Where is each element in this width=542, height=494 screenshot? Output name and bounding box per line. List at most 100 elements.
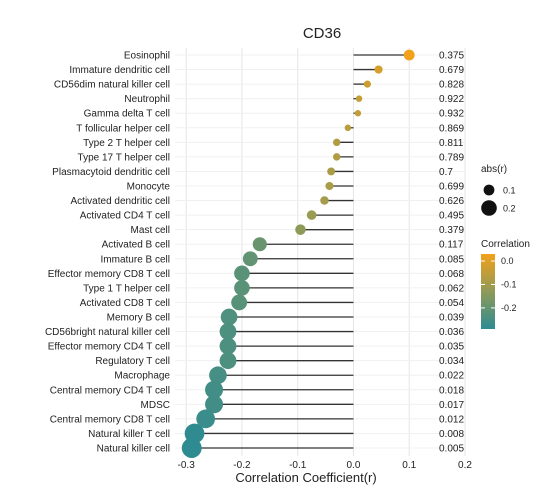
size-legend: abs(r) 0.1 0.2 bbox=[481, 164, 516, 216]
p-value-label: 0.379 bbox=[439, 225, 464, 236]
color-legend-label: 0.0 bbox=[501, 256, 514, 266]
category-label: Monocyte bbox=[127, 182, 171, 193]
p-value-label: 0.005 bbox=[439, 444, 464, 455]
x-tick-label: 0.1 bbox=[402, 460, 416, 471]
lollipop-dot bbox=[234, 280, 250, 296]
color-legend-label: -0.1 bbox=[501, 279, 517, 289]
category-label: Macrophage bbox=[114, 371, 170, 382]
category-label: Gamma delta T cell bbox=[84, 109, 170, 120]
lollipop-dot bbox=[219, 352, 237, 370]
category-label: Effector memory CD4 T cell bbox=[48, 342, 170, 353]
lollipop-dot bbox=[219, 323, 237, 340]
x-tick-label: 0.2 bbox=[458, 460, 472, 471]
p-value-label: 0.789 bbox=[439, 152, 464, 163]
size-legend-label: 0.1 bbox=[503, 186, 516, 196]
category-label: Mast cell bbox=[131, 225, 170, 236]
lollipop-dot bbox=[320, 196, 329, 205]
lollipop-dot bbox=[403, 49, 415, 61]
lollipop-dot bbox=[196, 409, 216, 429]
lollipop-dot bbox=[363, 80, 372, 88]
lollipop-dot bbox=[231, 294, 248, 311]
category-label: Plasmacytoid dendritic cell bbox=[52, 167, 170, 178]
lollipop-dot bbox=[325, 181, 334, 191]
p-value-label: 0.008 bbox=[439, 429, 464, 440]
lollipop-dot bbox=[219, 337, 237, 355]
p-value-label: 0.811 bbox=[439, 138, 464, 149]
p-value-label: 0.068 bbox=[439, 269, 464, 280]
category-label: Activated dendritic cell bbox=[71, 196, 171, 207]
color-legend: Correlation 0.0 -0.1 -0.2 bbox=[481, 239, 530, 329]
p-value-label: 0.828 bbox=[439, 80, 464, 91]
lollipop-dots bbox=[181, 49, 415, 458]
lollipop-dot bbox=[220, 308, 238, 326]
chart-title: CD36 bbox=[303, 25, 341, 42]
lollipop-dot bbox=[327, 167, 336, 176]
lollipop-dot bbox=[306, 210, 317, 220]
category-label: Immature dendritic cell bbox=[69, 65, 170, 76]
p-value-label: 0.085 bbox=[439, 254, 464, 265]
p-value-label: 0.117 bbox=[439, 240, 464, 251]
y-axis-labels: Eosinophil Immature dendritic cell CD56dim… bbox=[45, 51, 170, 455]
category-label: Central memory CD8 T cell bbox=[50, 414, 170, 425]
category-label: Activated CD4 T cell bbox=[80, 211, 170, 222]
color-legend-title: Correlation bbox=[481, 239, 530, 250]
lollipop-dot bbox=[252, 237, 267, 252]
category-label: Type 17 T helper cell bbox=[78, 152, 170, 163]
category-label: Natural killer cell bbox=[97, 444, 170, 455]
category-label: CD56dim natural killer cell bbox=[54, 80, 170, 91]
color-legend-label: -0.2 bbox=[501, 303, 517, 313]
category-label: Eosinophil bbox=[124, 51, 170, 62]
lollipop-dot bbox=[242, 251, 258, 267]
p-value-label: 0.035 bbox=[439, 342, 464, 353]
p-value-label: 0.869 bbox=[439, 123, 464, 134]
p-value-label: 0.034 bbox=[439, 356, 464, 367]
category-label: Neutrophil bbox=[124, 94, 170, 105]
category-label: Memory B cell bbox=[107, 313, 170, 324]
category-label: Activated CD8 T cell bbox=[80, 298, 170, 309]
p-value-label: 0.022 bbox=[439, 371, 464, 382]
lollipop-dot bbox=[205, 380, 224, 399]
x-tick-label: -0.2 bbox=[233, 460, 251, 471]
p-value-label: 0.036 bbox=[439, 327, 464, 338]
p-value-label: 0.054 bbox=[439, 298, 464, 309]
lollipop-stems bbox=[191, 54, 410, 449]
p-value-label: 0.679 bbox=[439, 65, 464, 76]
category-label: Natural killer T cell bbox=[88, 429, 170, 440]
x-tick-label: -0.3 bbox=[178, 460, 196, 471]
color-legend-bar bbox=[481, 254, 495, 329]
p-value-label: 0.018 bbox=[439, 385, 464, 396]
category-label: Effector memory CD8 T cell bbox=[48, 269, 170, 280]
p-value-label: 0.017 bbox=[439, 400, 464, 411]
size-legend-dot bbox=[481, 200, 497, 216]
category-label: Type 1 T helper cell bbox=[83, 283, 170, 294]
p-value-label: 0.626 bbox=[439, 196, 464, 207]
category-label: Type 2 T helper cell bbox=[83, 138, 170, 149]
p-value-label: 0.062 bbox=[439, 283, 464, 294]
category-label: Activated B cell bbox=[102, 240, 170, 251]
lollipop-dot bbox=[234, 265, 250, 282]
category-label: CD56bright natural killer cell bbox=[45, 327, 170, 338]
category-label: MDSC bbox=[141, 400, 170, 411]
size-legend-label: 0.2 bbox=[503, 204, 516, 214]
p-value-label: 0.7 bbox=[439, 167, 453, 178]
size-legend-dot bbox=[483, 184, 495, 196]
category-label: Regulatory T cell bbox=[95, 356, 170, 367]
x-tick-label: -0.1 bbox=[289, 460, 307, 471]
p-value-label: 0.922 bbox=[439, 94, 464, 105]
p-value-label: 0.699 bbox=[439, 182, 464, 193]
size-legend-title: abs(r) bbox=[481, 164, 507, 175]
p-value-label: 0.375 bbox=[439, 51, 464, 62]
lollipop-dot bbox=[333, 138, 341, 147]
x-axis-ticks: -0.3 -0.2 -0.1 0.0 0.1 0.2 bbox=[178, 460, 473, 471]
category-label: T follicular helper cell bbox=[76, 123, 170, 134]
lollipop-dot bbox=[295, 224, 306, 235]
lollipop-dot bbox=[374, 65, 383, 74]
p-value-label: 0.932 bbox=[439, 109, 464, 120]
p-value-label: 0.495 bbox=[439, 211, 464, 222]
lollipop-dot bbox=[355, 95, 363, 102]
p-value-label: 0.012 bbox=[439, 414, 464, 425]
lollipop-dot bbox=[205, 395, 224, 414]
x-axis-label: Correlation Coefficient(r) bbox=[235, 470, 376, 485]
lollipop-dot bbox=[344, 124, 352, 132]
lollipop-dot bbox=[181, 438, 202, 458]
